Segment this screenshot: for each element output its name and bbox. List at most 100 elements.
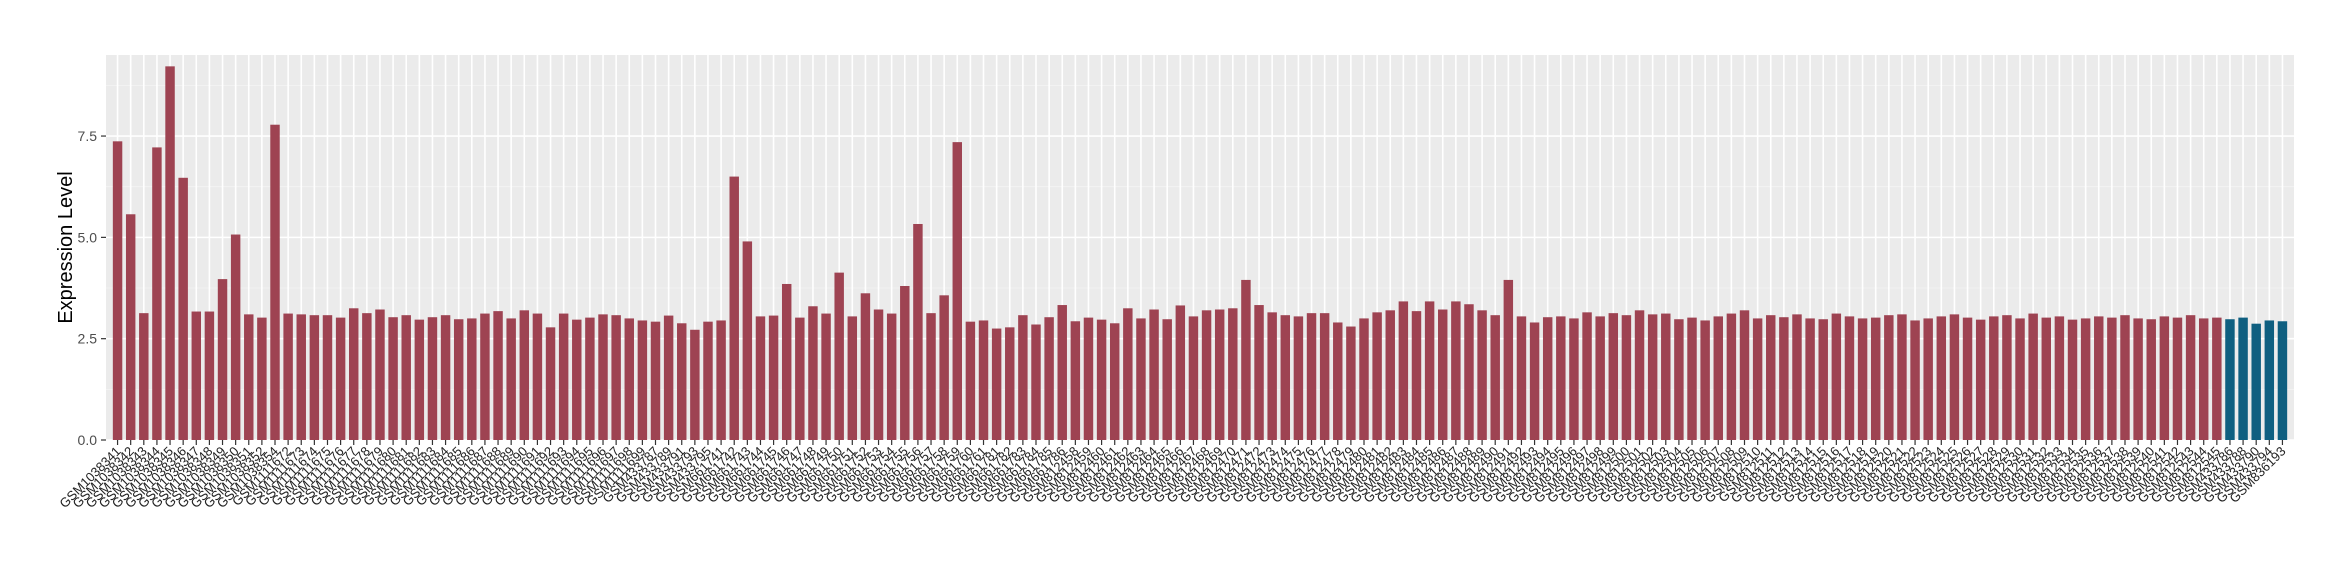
bar-GSM1111672	[283, 313, 293, 440]
bar-GSM1111699	[637, 320, 648, 440]
bar-GSM1111689	[506, 318, 516, 440]
bar-GSM1111687	[480, 313, 490, 440]
bar-GSM812488	[1464, 304, 1474, 440]
bar-GSM812536	[2094, 316, 2104, 440]
bar-GSM812518	[1857, 318, 1868, 440]
bar-GSM812517	[1844, 316, 1855, 440]
bar-GSM661783	[1018, 315, 1028, 440]
bar-GSM812538	[2120, 315, 2130, 440]
bar-GSM1111685	[453, 319, 464, 440]
bar-GSM661759	[952, 142, 962, 440]
y-tick-label: 2.5	[78, 331, 98, 347]
bar-GSM812502	[1647, 314, 1658, 440]
bar-GSM812473	[1267, 312, 1277, 440]
bar-GSM433790	[2251, 323, 2261, 440]
bar-GSM433793	[690, 329, 700, 440]
bar-GSM661761	[978, 320, 989, 440]
bar-GSM812544	[2198, 318, 2209, 440]
bar-GSM812493	[1529, 322, 1540, 440]
bar-GSM433795	[703, 321, 713, 440]
bar-GSM812465	[1162, 319, 1172, 440]
bar-GSM812474	[1280, 315, 1291, 440]
bar-GSM433786	[2225, 319, 2235, 440]
bar-GSM1111690	[519, 310, 530, 440]
bar-GSM812511	[1766, 315, 1776, 440]
bar-GSM661750	[834, 272, 844, 440]
bar-GSM661758	[939, 295, 949, 440]
bar-GSM1111694	[572, 319, 582, 440]
bar-GSM812486	[1438, 309, 1448, 440]
bar-GSM661782	[1005, 327, 1015, 440]
bar-GSM812514	[1805, 318, 1815, 440]
bars	[112, 66, 2288, 441]
bar-GSM812489	[1477, 310, 1487, 440]
bar-GSM812482	[1385, 310, 1395, 440]
bar-GSM812495	[1556, 316, 1566, 440]
bar-GSM812543	[2185, 315, 2196, 440]
bar-GSM812504	[1674, 319, 1684, 440]
bar-GSM812537	[2107, 317, 2117, 440]
bar-GSM812542	[2172, 317, 2183, 440]
bar-GSM1111695	[585, 317, 595, 440]
bar-GSM1111692	[545, 327, 556, 440]
bar-GSM661754	[886, 313, 897, 440]
bar-GSM812462	[1123, 308, 1133, 440]
bar-GSM812490	[1490, 315, 1500, 440]
bar-GSM812509	[1739, 310, 1750, 440]
bar-GSM1038346	[178, 177, 188, 441]
bar-GSM1038345	[165, 66, 175, 440]
bar-GSM1038347	[191, 311, 202, 440]
bar-GSM661755	[900, 286, 910, 440]
bar-GSM812524	[1936, 316, 1947, 440]
bar-GSM812480	[1359, 318, 1369, 440]
bar-GSM812534	[2067, 319, 2078, 440]
bar-GSM1038342	[125, 214, 136, 440]
bar-GSM812485	[1424, 301, 1435, 440]
bar-GSM1111684	[440, 315, 451, 440]
bar-GSM1111679	[375, 309, 385, 440]
bar-GSM812497	[1582, 312, 1592, 440]
bar-GSM661756	[913, 223, 923, 440]
bar-GSM812501	[1634, 310, 1645, 440]
bar-GSM812527	[1975, 319, 1986, 440]
bar-GSM1111677	[349, 308, 359, 440]
bar-GSM812470	[1228, 308, 1238, 440]
bar-GSM812507	[1713, 316, 1723, 440]
bar-GSM1111682	[414, 319, 425, 440]
bar-GSM661743	[742, 241, 753, 440]
bar-GSM812472	[1254, 305, 1264, 440]
bar-GSM812541	[2159, 316, 2170, 440]
bar-GSM812500	[1621, 315, 1632, 440]
bar-GSM812460	[1096, 319, 1107, 440]
bar-GSM812467	[1188, 316, 1199, 440]
bar-GSM1111691	[532, 313, 543, 440]
bar-GSM812516	[1831, 313, 1842, 440]
bar-GSM1111676	[335, 317, 346, 440]
bar-GSM812494	[1542, 317, 1553, 440]
bar-GSM812481	[1372, 312, 1382, 440]
bar-GSM812503	[1661, 313, 1671, 440]
bar-GSM661760	[965, 321, 976, 440]
bar-GSM812535	[2080, 318, 2091, 440]
bar-GSM1038341	[112, 141, 123, 440]
bar-GSM812512	[1779, 317, 1789, 440]
bar-GSM812533	[2054, 316, 2065, 440]
y-tick-label: 7.5	[78, 128, 98, 144]
bar-GSM812477	[1319, 313, 1330, 440]
bar-GSM812475	[1293, 316, 1304, 440]
bar-GSM812479	[1346, 326, 1356, 440]
bar-GSM812540	[2146, 319, 2156, 440]
bar-GSM1038344	[152, 147, 162, 440]
bar-GSM661784	[1031, 324, 1041, 440]
bar-GSM661746	[781, 283, 792, 440]
bar-GSM1111675	[322, 315, 333, 440]
bar-GSM661745	[768, 315, 779, 440]
bar-GSM812496	[1569, 318, 1579, 440]
bar-GSM812519	[1870, 317, 1881, 440]
bar-GSM1038352	[257, 317, 267, 440]
bar-GSM1111697	[611, 315, 621, 440]
bar-GSM433788	[2238, 317, 2248, 440]
bar-GSM812521	[1897, 314, 1907, 440]
bar-GSM1111686	[467, 318, 477, 440]
